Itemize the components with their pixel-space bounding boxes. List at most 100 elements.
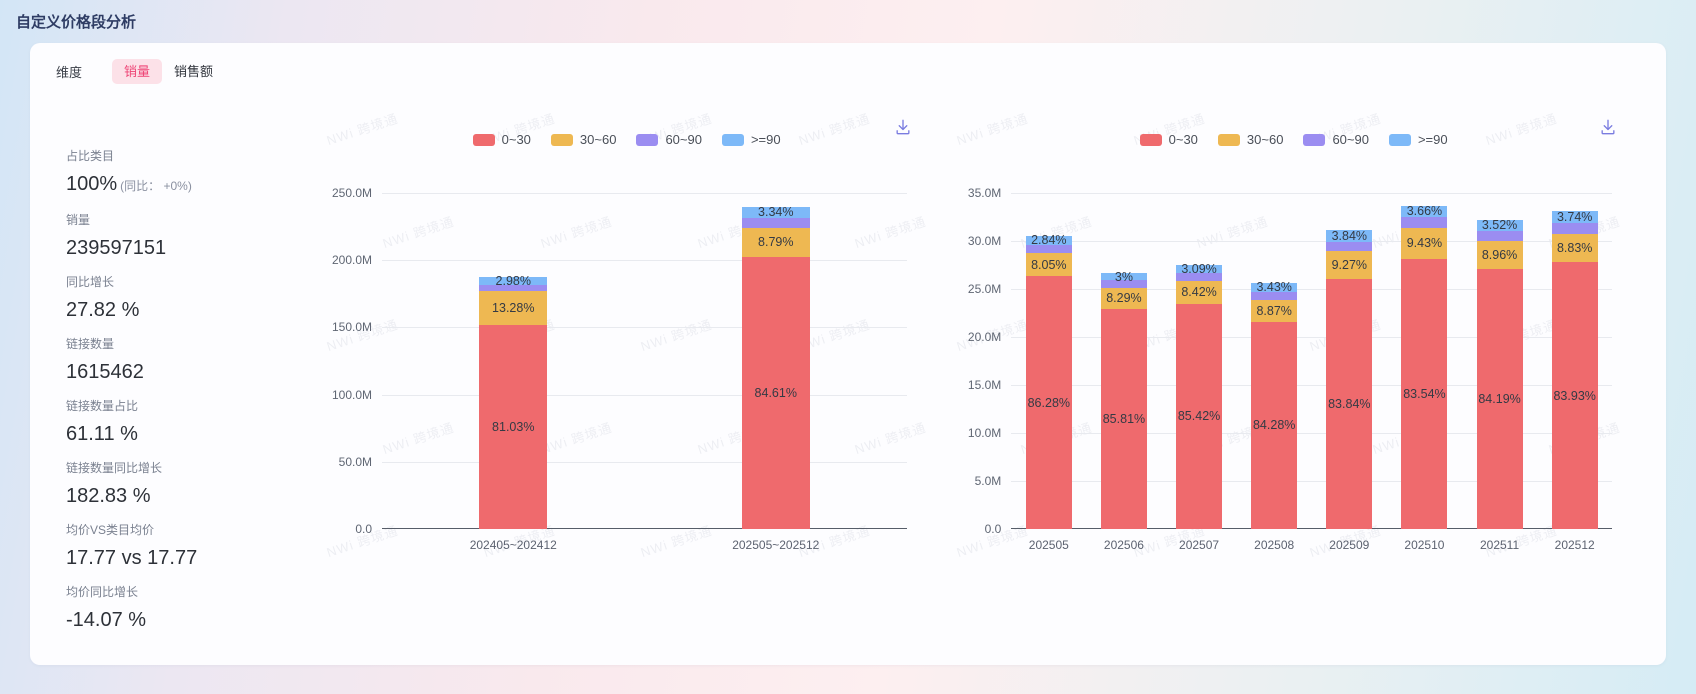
download-button[interactable]	[893, 117, 913, 137]
y-axis-tick-label: 0.0	[355, 522, 372, 536]
legend-item-60-90[interactable]: 60~90	[1303, 132, 1369, 147]
bar-segment-60-90[interactable]	[1251, 291, 1298, 301]
bar-segment-0-30[interactable]: 84.61%	[741, 256, 810, 529]
bar-segment--90[interactable]: 3.34%	[741, 205, 810, 219]
stat-label: 销量	[66, 213, 91, 227]
legend-item-30-60[interactable]: 30~60	[1217, 132, 1284, 147]
legend-swatch	[1388, 133, 1411, 146]
legend-label: 30~60	[1246, 132, 1284, 147]
bar-segment-60-90[interactable]	[479, 284, 548, 292]
legend-item-30-60[interactable]: 30~60	[550, 132, 617, 147]
stat-item: 均价VS类目均价 17.77 vs 17.77	[66, 521, 312, 570]
bar-segment-label: 3.09%	[1181, 262, 1217, 277]
legend-label: 30~60	[579, 132, 617, 147]
dimension-option-sales-amount[interactable]: 销售额	[174, 64, 214, 79]
bar-segment-60-90[interactable]	[1476, 230, 1523, 242]
y-axis-tick-label: 30.0M	[967, 234, 1002, 248]
legend-item-0-30[interactable]: 0~30	[472, 132, 531, 147]
dimension-option-sales-volume[interactable]: 销量	[112, 59, 163, 84]
bar-segment-30-60[interactable]: 8.05%	[1025, 252, 1072, 277]
legend-item--90[interactable]: >=90	[721, 132, 781, 147]
x-axis-label: 202510	[1404, 538, 1445, 552]
y-axis-tick-label: 35.0M	[967, 186, 1002, 200]
gridline	[382, 260, 908, 262]
download-button[interactable]	[1598, 117, 1618, 137]
legend-label: 0~30	[1168, 132, 1198, 147]
legend-swatch	[1139, 133, 1162, 146]
gridline	[1011, 289, 1612, 290]
bar-segment-label: 8.83%	[1556, 241, 1593, 256]
bar-segment-60-90[interactable]	[1025, 244, 1072, 253]
page-title: 自定义价格段分析	[16, 14, 137, 31]
legend-item--90[interactable]: >=90	[1388, 132, 1448, 147]
x-axis-label: 202405~202412	[469, 538, 557, 552]
stat-item: 均价同比增长 -14.07 %	[66, 583, 312, 632]
bar-segment--90[interactable]: 3.66%	[1401, 204, 1448, 219]
bar-segment--90[interactable]: 3.52%	[1476, 218, 1523, 232]
legend-swatch	[472, 133, 495, 146]
bar-segment-30-60[interactable]: 8.83%	[1551, 234, 1598, 263]
bar-segment-label: 8.87%	[1256, 303, 1292, 318]
bar-segment--90[interactable]: 3.43%	[1251, 280, 1298, 295]
x-axis-label: 202506	[1103, 538, 1144, 552]
stat-item: 销量 239597151	[66, 211, 312, 260]
bar-segment-30-60[interactable]: 9.43%	[1401, 228, 1448, 259]
bar-segment-60-90[interactable]	[1401, 217, 1448, 229]
bar-segment-0-30[interactable]: 83.93%	[1551, 262, 1598, 529]
bar-segment-label: 3.84%	[1331, 229, 1368, 244]
bar-segment-0-30[interactable]: 84.19%	[1476, 268, 1523, 529]
bar-segment-60-90[interactable]	[1176, 273, 1223, 282]
bar-segment-30-60[interactable]: 9.27%	[1326, 251, 1373, 279]
legend-label: 0~30	[501, 132, 531, 147]
bar-segment-0-30[interactable]: 83.84%	[1326, 278, 1373, 529]
bar-segment-30-60[interactable]: 8.79%	[741, 228, 810, 257]
x-axis-label: 202511	[1479, 538, 1520, 552]
x-axis-label: 202505~202512	[732, 538, 820, 552]
bar-segment-60-90[interactable]	[741, 217, 810, 229]
gridline	[382, 394, 908, 396]
bar-segment-label: 3.74%	[1556, 210, 1593, 225]
bar-segment-0-30[interactable]: 85.42%	[1176, 303, 1223, 529]
bar-segment--90[interactable]: 2.84%	[1025, 233, 1072, 248]
bar-segment--90[interactable]: 3.09%	[1176, 262, 1223, 277]
bar-segment-label: 3.66%	[1406, 204, 1443, 219]
stat-item: 链接数量占比 61.11 %	[66, 397, 312, 446]
legend-label: 60~90	[665, 132, 702, 147]
stat-value: 27.82 %	[66, 299, 140, 321]
bar-segment-30-60[interactable]: 8.87%	[1251, 300, 1298, 322]
bar-segment-30-60[interactable]: 8.42%	[1176, 281, 1223, 304]
bar-segment--90[interactable]: 3.74%	[1551, 210, 1598, 225]
bar-segment--90[interactable]: 3.84%	[1326, 229, 1373, 244]
legend-item-60-90[interactable]: 60~90	[636, 132, 702, 147]
bar-segment-label: 3.43%	[1256, 280, 1292, 295]
legend-label: >=90	[1417, 132, 1448, 147]
bar-segment-0-30[interactable]: 86.28%	[1025, 276, 1072, 529]
bar-segment-0-30[interactable]: 85.81%	[1100, 309, 1147, 529]
stat-suffix: (同比： +0%)	[120, 179, 192, 193]
bar-segment--90[interactable]: 3%	[1100, 270, 1147, 284]
bar-segment-30-60[interactable]: 13.28%	[479, 291, 548, 325]
monthly-range-stacked-bar-chart: NWi 跨境通 NWi 跨境通 NWi 跨境通 NWi 跨境通 NWi 跨境通 NWi 跨…	[941, 91, 1646, 645]
bar-segment-label: 2.98%	[495, 273, 531, 288]
bar-segment-30-60[interactable]: 8.29%	[1100, 287, 1147, 310]
bar-segment-0-30[interactable]: 84.28%	[1251, 321, 1298, 529]
bar-segment-30-60[interactable]: 8.96%	[1476, 241, 1523, 269]
bar-segment-label: 13.28%	[492, 301, 535, 316]
bar-segment-0-30[interactable]: 83.54%	[1401, 258, 1448, 529]
chart-header: 0~30 30~60 60~90 >=90	[312, 91, 941, 151]
bar-segment-label: 8.96%	[1481, 247, 1518, 262]
bar-segment-label: 2.84%	[1031, 233, 1067, 248]
bar-segment-60-90[interactable]	[1326, 241, 1373, 252]
bar-segment--90[interactable]: 2.98%	[479, 273, 548, 288]
stat-item: 同比增长 27.82 %	[66, 273, 312, 322]
bar-segment-label: 86.28%	[1027, 395, 1071, 410]
legend-item-0-30[interactable]: 0~30	[1139, 132, 1198, 147]
stat-label: 同比增长	[66, 275, 115, 289]
legend-label: 60~90	[1332, 132, 1369, 147]
bar-segment-60-90[interactable]	[1551, 223, 1598, 235]
bar-segment-60-90[interactable]	[1100, 280, 1147, 288]
gridline	[1011, 481, 1612, 482]
bar-segment-0-30[interactable]: 81.03%	[479, 324, 548, 529]
y-axis-tick-label: 0.0	[984, 522, 1002, 536]
stat-item: 链接数量同比增长 182.83 %	[66, 459, 312, 508]
